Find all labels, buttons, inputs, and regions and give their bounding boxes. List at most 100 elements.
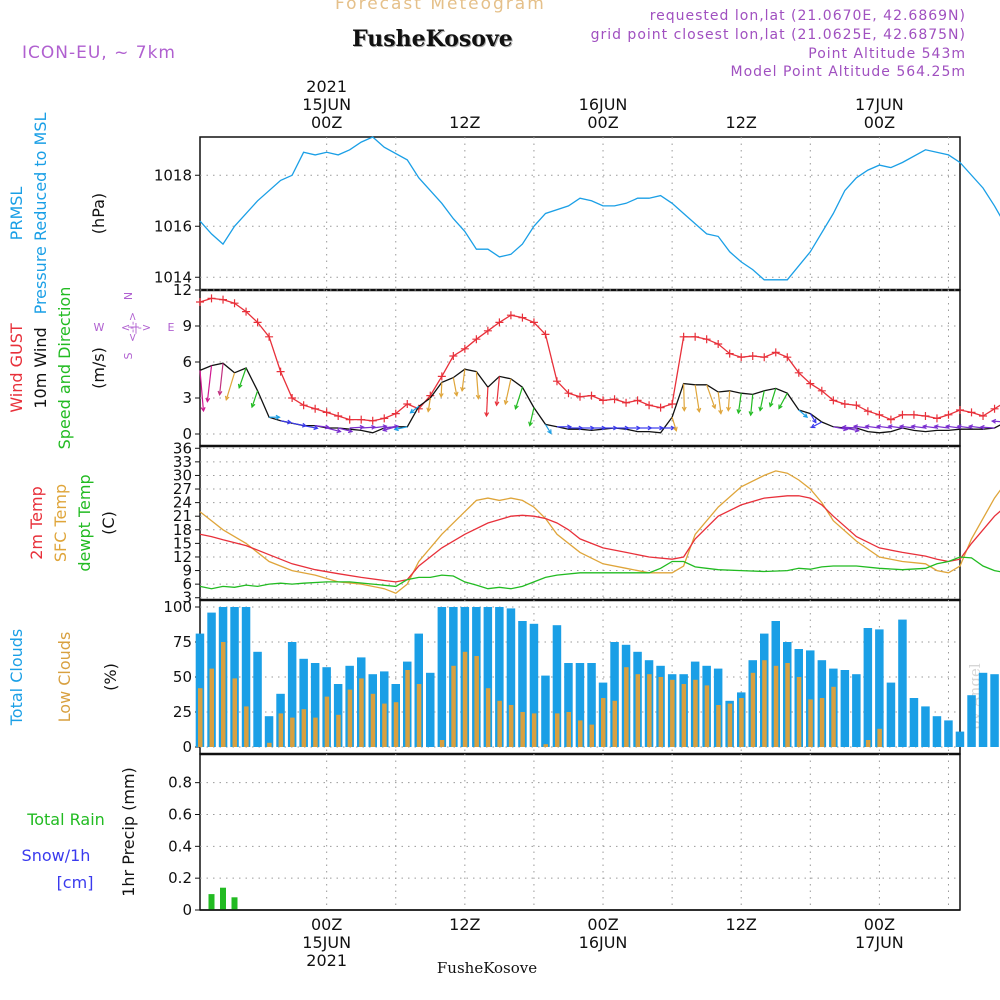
panel-axis-label: (m/s) [89,347,108,389]
panel-axis-label: 1hr Precip (mm) [119,767,138,897]
low-cloud-bar [278,713,284,747]
total-cloud-bar [518,621,527,747]
wind-direction-arrow [394,426,408,431]
y-tick-label: 3 [182,589,192,607]
low-cloud-bar [704,685,710,747]
wind-arrow-head [768,402,774,408]
wind-direction-arrow [706,384,716,409]
wind-arrow-head [217,390,223,396]
total-cloud-bar [483,607,493,747]
bottom-time-label: 2021 [306,951,347,970]
low-cloud-bar [485,688,491,747]
gust-marker [529,318,538,327]
y-tick-label: 6 [182,353,192,371]
y-tick-label: 1014 [154,268,192,286]
model-label: ICON-EU, ~ 7km [22,43,176,63]
wind-direction-arrow [750,394,754,416]
snow-unit-legend: [cm] [57,873,94,892]
wind-direction-arrow [440,382,443,397]
wind-direction-arrow [326,427,341,433]
gust-marker [714,340,723,348]
low-cloud-bar [566,712,571,747]
gust-marker [898,410,907,419]
bottom-time-label: 12Z [726,915,757,934]
total-cloud-bar [495,607,504,747]
gust-marker [668,400,677,408]
wind-arrow-head [287,419,293,425]
low-cloud-bar [658,677,664,747]
bottom-time-label: 15JUN [302,933,351,952]
y-tick-label: 12 [173,281,192,299]
point-altitude: Point Altitude 543m [808,46,966,62]
low-cloud-bar [359,678,364,747]
gust-marker [472,335,481,344]
wind-arrow-head [718,409,723,415]
low-cloud-bar [635,674,641,747]
wind-arrow-head [803,413,809,419]
wind-direction-arrow [809,413,817,423]
gust-marker [495,318,504,327]
total-cloud-bar [253,651,262,747]
rain-bar [231,897,238,910]
wind-arrow-head [887,424,893,430]
total-cloud-bar [230,607,239,747]
total-cloud-bar [955,731,965,747]
gust-marker [518,313,527,322]
y-tick-label: 0 [182,425,192,443]
low-cloud-bar [750,672,756,747]
panel-axis-label: Total Clouds [7,629,26,727]
gust-marker [909,410,918,419]
wind-arrow-head [852,424,859,430]
y-tick-label: 36 [173,439,192,457]
top-time-label: 16JUN [579,95,628,114]
gust-marker [725,349,734,358]
wind-direction-arrow [529,407,535,426]
y-tick-label: 21 [173,507,192,525]
panel-0-frame [199,136,961,291]
gust-marker [449,352,458,360]
wind-arrow-head [528,421,533,427]
low-cloud-bar [670,679,675,747]
wind-direction-legend: W <-|-> E <-|-> N S [94,292,175,360]
direction-n: N [122,292,135,300]
gust-marker [794,368,803,377]
gust-marker [403,400,412,408]
wind-arrow-head [841,424,847,430]
low-cloud-bar [508,705,514,747]
gust-marker [771,348,780,357]
low-cloud-bar [221,642,226,747]
low-cloud-bar [601,698,606,747]
wind-direction-arrow [206,365,213,402]
gust-marker [334,412,343,420]
grid-point-coordinates: grid point closest lon,lat (21.0625E, 42… [590,27,966,43]
bottom-time-label: 00Z [311,915,342,934]
wind-arrow-head [347,428,354,434]
y-tick-label: 1016 [154,217,192,235]
total-cloud-bar [944,720,953,747]
wind-arrow-head [313,425,319,431]
wind-direction-arrow [383,426,396,431]
gust-marker [817,386,826,395]
gust-marker [576,392,584,401]
low-cloud-bar [739,698,744,747]
total-cloud-bar [967,695,976,747]
gust-marker [633,396,642,405]
bottom-time-label: 12Z [449,915,480,934]
low-cloud-bar [393,702,399,747]
gust-marker [840,400,849,408]
wind-direction-arrow [759,390,765,411]
wind-direction-arrow [251,390,259,408]
wind-arrow-head [990,418,997,424]
total-cloud-bar [909,698,919,747]
wind-arrow-head [748,411,754,417]
y-tick-label: 9 [182,317,192,335]
wind-direction-arrow [427,397,431,412]
wind-arrow-head [460,386,465,393]
snow-legend: Snow/1h [22,846,91,865]
low-cloud-bar [244,706,249,747]
total-cloud-bar [299,658,308,747]
gust-marker [299,401,308,410]
wind-direction-arrow [514,387,523,409]
direction-w: W [94,321,105,334]
gust-marker [852,401,861,410]
